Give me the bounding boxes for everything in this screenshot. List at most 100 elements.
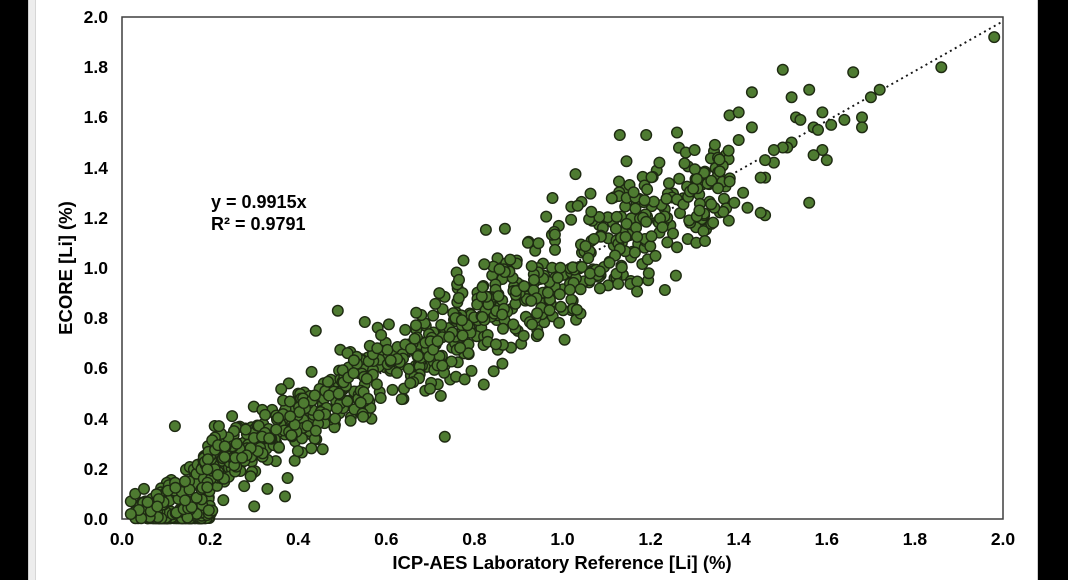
scatter-point bbox=[332, 387, 345, 400]
scatter-point bbox=[404, 377, 417, 390]
scatter-point bbox=[785, 91, 798, 104]
scatter-point bbox=[478, 258, 491, 271]
r-squared-value: R² = 0.9791 bbox=[211, 214, 306, 234]
scatter-point bbox=[754, 206, 767, 219]
scatter-point bbox=[553, 288, 566, 301]
scatter-point bbox=[812, 123, 825, 136]
scatter-point bbox=[571, 199, 584, 212]
scatter-point bbox=[549, 243, 562, 256]
scatter-point bbox=[201, 453, 214, 466]
scatter-point bbox=[443, 331, 456, 344]
scatter-point bbox=[279, 490, 292, 503]
scatter-point bbox=[270, 423, 283, 436]
scatter-point bbox=[226, 410, 239, 423]
scatter-point bbox=[699, 234, 712, 247]
scatter-point bbox=[284, 410, 297, 423]
x-tick-label: 1.6 bbox=[814, 529, 839, 549]
scatter-point bbox=[322, 375, 335, 388]
scatter-point bbox=[569, 168, 582, 181]
scatter-point bbox=[288, 454, 301, 467]
scatter-point bbox=[347, 354, 360, 367]
y-tick-label: 0.2 bbox=[83, 458, 108, 479]
scatter-point bbox=[745, 121, 758, 134]
scatter-point bbox=[452, 292, 465, 305]
scatter-point bbox=[525, 260, 538, 273]
scatter-point bbox=[284, 395, 297, 408]
scatter-point bbox=[263, 432, 276, 445]
scatter-point bbox=[688, 163, 701, 176]
scatter-point bbox=[759, 154, 772, 167]
scatter-point bbox=[641, 183, 654, 196]
scatter-point bbox=[521, 236, 534, 249]
scatter-point bbox=[532, 328, 545, 341]
scatter-point bbox=[374, 392, 387, 405]
x-tick-label: 0.8 bbox=[462, 529, 487, 549]
y-axis-title: ECORE [Li] (%) bbox=[55, 201, 76, 335]
scatter-point bbox=[435, 318, 448, 331]
scatter-point bbox=[371, 342, 384, 355]
scatter-point bbox=[713, 153, 726, 166]
scatter-point bbox=[402, 362, 415, 375]
scatter-point bbox=[816, 143, 829, 156]
scatter-point bbox=[856, 111, 869, 124]
scatter-point bbox=[476, 311, 489, 324]
scatter-point bbox=[202, 504, 215, 517]
scatter-point bbox=[605, 192, 618, 205]
scatter-point bbox=[649, 249, 662, 262]
scatter-point bbox=[745, 86, 758, 99]
scatter-point bbox=[399, 323, 412, 336]
scatter-point bbox=[612, 277, 625, 290]
x-tick-label: 1.4 bbox=[726, 529, 751, 549]
scatter-point bbox=[705, 174, 718, 187]
scatter-point bbox=[705, 198, 718, 211]
scatter-point bbox=[151, 500, 164, 513]
scatter-point bbox=[673, 172, 686, 185]
scatter-point bbox=[613, 128, 626, 141]
scatter-point bbox=[551, 271, 564, 284]
scatter-point bbox=[820, 154, 833, 167]
scatter-point bbox=[438, 430, 451, 443]
scatter-point bbox=[712, 182, 725, 195]
scatter-point bbox=[554, 300, 567, 313]
scatter-point bbox=[847, 66, 860, 79]
scatter-point bbox=[631, 275, 644, 288]
scatter-point bbox=[541, 286, 554, 299]
x-tick-label: 0.2 bbox=[197, 529, 223, 549]
scatter-point bbox=[330, 402, 343, 415]
scatter-point bbox=[628, 246, 641, 259]
scatter-point bbox=[236, 451, 249, 464]
scatter-point bbox=[644, 240, 657, 253]
trendline-annotation: y = 0.9915x R² = 0.9791 bbox=[211, 191, 307, 235]
scatter-point bbox=[707, 216, 720, 229]
scatter-point bbox=[671, 126, 684, 139]
scatter-point bbox=[218, 451, 231, 464]
x-tick-label: 1.0 bbox=[550, 529, 575, 549]
scatter-point bbox=[593, 265, 606, 278]
scatter-point bbox=[660, 192, 673, 205]
scatter-point bbox=[360, 372, 373, 385]
scatter-point bbox=[619, 230, 632, 243]
scatter-point bbox=[754, 171, 767, 184]
scatter-point bbox=[457, 254, 470, 267]
scatter-point bbox=[613, 175, 626, 188]
scatter-point bbox=[305, 442, 318, 455]
scatter-point bbox=[431, 335, 444, 348]
scatter-point bbox=[663, 177, 676, 190]
scatter-point bbox=[574, 283, 587, 296]
scatter-point bbox=[427, 309, 440, 322]
scatter-point bbox=[631, 230, 644, 243]
x-tick-label: 1.2 bbox=[638, 529, 663, 549]
scatter-point bbox=[455, 314, 468, 327]
y-tick-label: 1.0 bbox=[83, 258, 108, 278]
scatter-point bbox=[627, 186, 640, 199]
scatter-point bbox=[386, 383, 399, 396]
scatter-point bbox=[713, 165, 726, 178]
scatter-point bbox=[479, 223, 492, 236]
scatter-point bbox=[410, 306, 423, 319]
scatter-point bbox=[358, 316, 371, 329]
scatter-point bbox=[347, 367, 360, 380]
scatter-point bbox=[487, 365, 500, 378]
scatter-point bbox=[856, 121, 869, 134]
plot-border bbox=[121, 16, 1004, 520]
scatter-point bbox=[864, 91, 877, 104]
